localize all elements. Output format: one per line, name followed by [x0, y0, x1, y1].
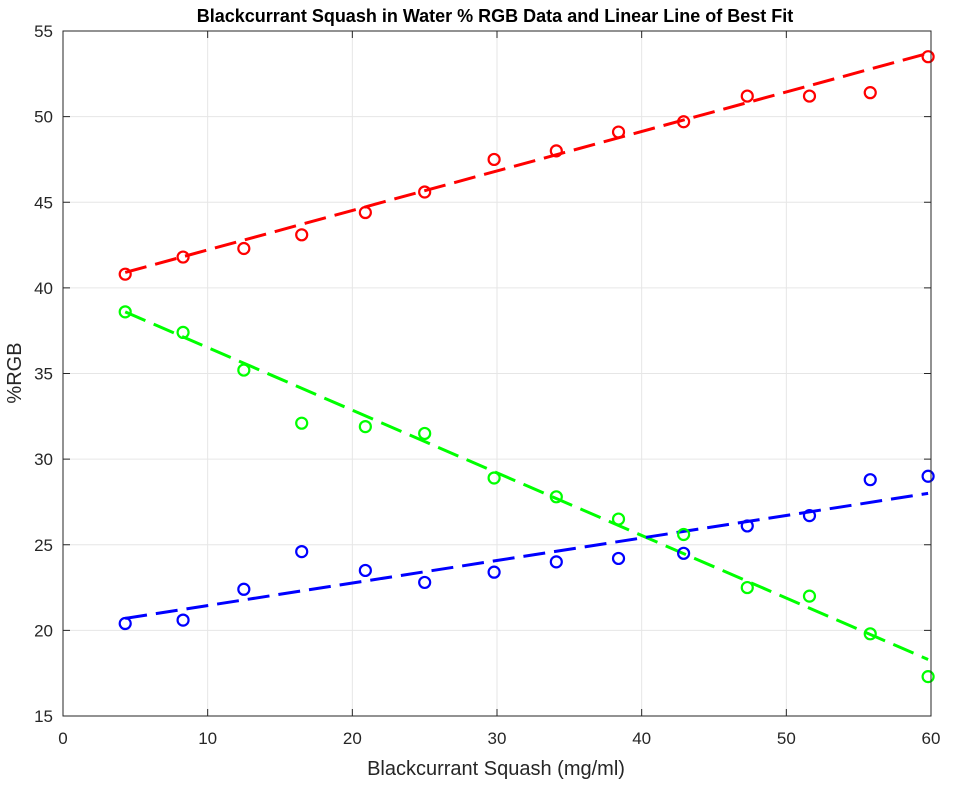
- fit-line-0: [124, 51, 929, 274]
- data-point-0: [740, 89, 754, 103]
- y-axis-label: %RGB: [4, 342, 26, 403]
- y-tick-label: 35: [34, 365, 53, 384]
- data-point-2: [358, 563, 372, 578]
- y-tick-label: 50: [34, 108, 53, 127]
- data-point-2: [549, 555, 563, 569]
- data-point-2: [921, 469, 935, 483]
- y-tick-label: 20: [34, 621, 53, 640]
- x-tick-label: 20: [343, 729, 362, 748]
- data-point-2: [611, 551, 626, 566]
- data-point-1: [549, 490, 563, 504]
- y-tick-label: 40: [34, 279, 53, 298]
- data-point-2: [418, 575, 432, 590]
- data-point-2: [802, 509, 817, 523]
- data-point-0: [418, 185, 432, 199]
- data-point-0: [677, 115, 691, 129]
- data-point-0: [237, 241, 251, 256]
- y-tick-label: 55: [34, 22, 53, 41]
- data-point-2: [863, 473, 877, 487]
- data-point-1: [802, 589, 817, 603]
- data-point-0: [487, 152, 501, 167]
- data-point-1: [418, 426, 432, 441]
- data-point-2: [740, 519, 754, 533]
- data-point-1: [358, 419, 372, 434]
- data-point-1: [677, 527, 691, 542]
- data-point-2: [237, 582, 251, 596]
- data-point-2: [176, 613, 190, 627]
- data-point-1: [611, 512, 626, 526]
- data-point-2: [295, 544, 309, 559]
- x-tick-label: 10: [198, 729, 217, 748]
- data-points: [118, 50, 935, 684]
- data-point-0: [863, 86, 877, 100]
- y-tick-label: 15: [34, 707, 53, 726]
- data-point-0: [118, 267, 132, 281]
- data-point-1: [740, 580, 754, 595]
- data-point-0: [295, 228, 309, 242]
- data-point-0: [921, 50, 935, 64]
- x-tick-label: 40: [632, 729, 651, 748]
- grid: [62, 30, 932, 717]
- x-tick-label: 60: [922, 729, 941, 748]
- data-point-2: [487, 565, 501, 579]
- data-point-1: [176, 325, 190, 339]
- data-point-1: [487, 471, 501, 485]
- data-point-2: [118, 616, 132, 631]
- data-point-0: [611, 125, 626, 139]
- data-point-1: [863, 627, 877, 641]
- data-point-1: [118, 305, 132, 319]
- data-point-0: [549, 144, 563, 158]
- data-point-0: [358, 205, 372, 220]
- y-tick-label: 30: [34, 450, 53, 469]
- x-axis-label: Blackcurrant Squash (mg/ml): [367, 758, 625, 780]
- data-point-2: [677, 546, 691, 560]
- chart-title: Blackcurrant Squash in Water % RGB Data …: [197, 6, 793, 26]
- data-point-1: [237, 363, 251, 377]
- y-tick-label: 45: [34, 193, 53, 212]
- data-point-1: [295, 416, 309, 430]
- data-point-0: [176, 250, 190, 264]
- fit-line-1: [124, 310, 929, 661]
- fit-lines: [124, 51, 929, 661]
- y-tick-label: 25: [34, 536, 53, 555]
- data-point-1: [921, 670, 935, 684]
- data-point-0: [802, 89, 817, 103]
- x-tick-label: 50: [777, 729, 796, 748]
- axis-ticks: 0 10 20 30 40 50 60 15 20 25 30 35 40 45 50 55: [34, 22, 940, 748]
- x-tick-label: 30: [488, 729, 507, 748]
- x-tick-label: 0: [58, 729, 67, 748]
- fit-line-2: [124, 491, 929, 620]
